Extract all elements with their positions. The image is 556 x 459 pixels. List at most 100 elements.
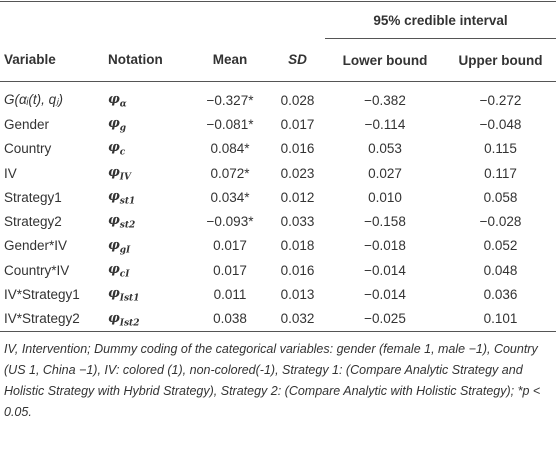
value-cell: 0.048 [483, 262, 518, 278]
notation: φst2 [108, 213, 136, 231]
value-cell: 0.028 [280, 92, 315, 108]
value-cell: 0.084* [210, 141, 250, 157]
notation: φIst1 [108, 286, 140, 304]
notation-cell: φIst1 [104, 282, 190, 306]
notation: φα [108, 91, 127, 110]
value-cell: 0.011 [213, 287, 247, 303]
value-cell: 0.038 [190, 306, 270, 332]
value-cell: −0.014 [364, 262, 406, 278]
value-cell: 0.058 [483, 189, 518, 205]
value-cell: 0.017 [280, 116, 315, 132]
variable-cell: Strategy2 [4, 214, 62, 230]
notation-base: φ [108, 237, 120, 253]
header-row: Variable Notation Mean SD Lower bound Upper b… [0, 38, 556, 82]
notation-cell: φg [104, 112, 190, 136]
table-row: IV*Strategy1 φIst1 0.011 0.013 −0.014 0.036 [0, 282, 556, 306]
notation-base: φ [108, 310, 120, 326]
notation-sub: st1 [119, 196, 136, 207]
value-cell: 0.013 [280, 287, 315, 303]
value-cell: −0.158 [364, 214, 406, 230]
value-cell: 0.033 [280, 214, 315, 230]
table-row: Country*IV φcI 0.017 0.016 −0.014 0.048 [0, 258, 556, 282]
value-cell: 0.010 [368, 189, 402, 205]
notation-base: φ [108, 91, 120, 107]
group-header-row: 95% credible interval [0, 1, 556, 39]
column-header: Mean [190, 38, 270, 82]
value-cell: −0.382 [364, 92, 406, 108]
group-header: 95% credible interval [325, 1, 556, 39]
column-header: Upper bound [445, 38, 556, 82]
value-cell: 0.017 [213, 238, 247, 254]
notation-sub: gI [119, 245, 131, 256]
notation: φc [108, 140, 125, 158]
notation-cell: φgI [104, 234, 190, 258]
notation-cell: φst2 [104, 209, 190, 233]
notation-base: φ [108, 164, 120, 180]
notation: φIV [108, 164, 131, 183]
value-cell: 0.052 [483, 238, 518, 254]
variable-cell: IV*Strategy2 [0, 306, 104, 332]
notation: φIst2 [108, 310, 139, 329]
value-cell: 0.023 [280, 165, 315, 181]
value-cell: 0.032 [270, 306, 325, 332]
notation: φcI [108, 261, 130, 280]
value-cell: −0.048 [479, 116, 522, 132]
notation-cell: φα [104, 82, 190, 113]
variable-cell: Gender [4, 116, 50, 132]
variable-cell: Gender*IV [4, 238, 68, 254]
variable-cell: Strategy1 [4, 189, 62, 205]
notation-base: φ [108, 261, 120, 277]
value-cell: −0.327* [206, 92, 254, 108]
value-cell: −0.093* [206, 214, 254, 230]
notation-base: φ [108, 189, 120, 205]
notation-base: φ [108, 140, 120, 156]
notation-cell: φIV [104, 161, 190, 185]
value-cell: −0.081* [206, 116, 254, 132]
table-row: Gender φg −0.081* 0.017 −0.114 −0.048 [0, 112, 556, 136]
column-header: Lower bound [325, 38, 445, 82]
value-cell: 0.034* [210, 189, 250, 205]
notation-cell: φst1 [104, 185, 190, 209]
notation-cell: φIst2 [104, 306, 190, 332]
notation-base: φ [108, 116, 120, 132]
variable-cell: IV*Strategy1 [4, 287, 80, 303]
value-cell: 0.115 [484, 141, 517, 157]
variable-cell: Country*IV [4, 262, 70, 278]
notation-sub: Ist1 [119, 293, 140, 304]
table-row: IV φIV 0.072* 0.023 0.027 0.117 [0, 161, 556, 185]
notation: φst1 [108, 189, 136, 207]
notation-base: φ [108, 213, 120, 229]
variable-cell: G(αᵢ(t), qⱼ) [4, 92, 63, 108]
column-header: Notation [104, 38, 190, 82]
column-header: SD [270, 38, 325, 82]
notation: φg [108, 116, 126, 134]
notation-sub: st2 [119, 220, 136, 231]
table-row: Gender*IV φgI 0.017 0.018 −0.018 0.052 [0, 234, 556, 258]
value-cell: −0.014 [364, 287, 406, 303]
value-cell: 0.036 [483, 287, 518, 303]
column-header: Variable [0, 38, 104, 82]
value-cell: 0.027 [368, 165, 402, 181]
value-cell: −0.028 [479, 214, 522, 230]
value-cell: 0.117 [484, 165, 517, 181]
value-cell: 0.053 [368, 141, 402, 157]
table-row: G(αᵢ(t), qⱼ) φα −0.327* 0.028 −0.382 −0.272 [0, 82, 556, 113]
value-cell: −0.018 [364, 238, 406, 254]
value-cell: 0.017 [213, 262, 247, 278]
value-cell: 0.072* [210, 165, 250, 181]
value-cell: −0.272 [479, 92, 522, 108]
table-row: Country φc 0.084* 0.016 0.053 0.115 [0, 137, 556, 161]
value-cell: 0.016 [280, 262, 315, 278]
variable-cell: Country [4, 141, 52, 157]
notation-sub: cI [119, 269, 130, 280]
value-cell: 0.012 [280, 189, 315, 205]
value-cell: 0.018 [280, 238, 315, 254]
notation-cell: φcI [104, 258, 190, 282]
notation-base: φ [108, 286, 120, 302]
notation-sub: α [119, 99, 127, 110]
table-row: IV*Strategy2 φIst2 0.038 0.032 −0.025 0.101 [0, 306, 556, 332]
notation-sub: IV [119, 172, 131, 183]
value-cell: 0.101 [445, 306, 556, 332]
value-cell: −0.025 [325, 306, 445, 332]
